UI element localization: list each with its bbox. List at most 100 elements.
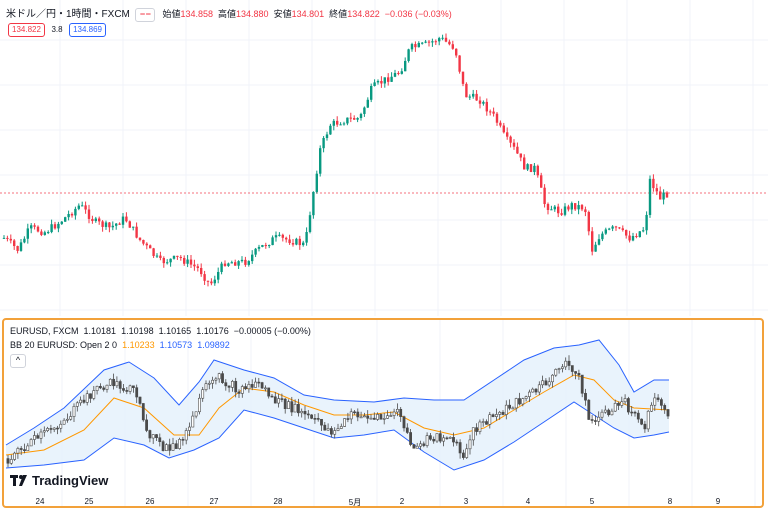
candle — [478, 96, 482, 109]
candle — [431, 38, 434, 47]
eurusd-candle — [653, 392, 657, 411]
eurusd-candle — [640, 418, 644, 426]
candle — [118, 222, 121, 225]
symbol-title[interactable]: 米ドル／円・1時間・FXCM — [6, 9, 130, 20]
eurusd-candle — [524, 395, 528, 402]
eurusd-candle — [89, 393, 92, 403]
eurusd-candle — [19, 446, 23, 455]
eurusd-candle — [316, 413, 320, 422]
candle — [635, 233, 638, 239]
chevron-up-icon[interactable]: ^ — [10, 354, 26, 368]
eurusd-candle — [448, 436, 452, 439]
candle — [427, 40, 431, 47]
candle — [400, 68, 403, 75]
eurusd-candle — [409, 428, 413, 447]
candle — [295, 237, 298, 246]
candle — [461, 71, 465, 87]
candle — [257, 244, 261, 252]
eurusd-candle — [471, 427, 475, 446]
eurusd-candle — [204, 380, 208, 392]
eurusd-candle — [135, 384, 139, 403]
buy-price-button[interactable]: 134.869 — [69, 23, 106, 37]
candle — [268, 244, 271, 249]
eurusd-candle — [62, 418, 66, 425]
eurusd-candle — [402, 415, 406, 432]
candle — [322, 136, 325, 153]
eurusd-candle — [191, 411, 195, 428]
eurusd-candle — [306, 410, 310, 419]
candle — [373, 79, 376, 87]
tradingview-logo[interactable]: TradingView — [10, 473, 108, 488]
candle — [108, 222, 111, 233]
candle — [370, 83, 373, 103]
candle — [125, 212, 128, 223]
eurusd-candle — [79, 396, 83, 406]
eurusd-candle — [217, 372, 221, 383]
eurusd-candle — [165, 443, 168, 451]
open-label: 始値 — [162, 9, 181, 19]
eurusd-candle — [303, 405, 307, 420]
eurusd-chart-canvas[interactable] — [4, 320, 762, 506]
eurusd-candle — [501, 410, 505, 416]
eurusd-candle — [72, 403, 76, 423]
candle — [349, 112, 352, 123]
eurusd-candle — [122, 383, 125, 393]
eurusd-candle — [521, 397, 525, 407]
eurusd-candle — [366, 410, 370, 424]
candle — [217, 267, 220, 284]
candle — [50, 219, 53, 234]
candle — [159, 251, 162, 261]
eurusd-candle — [254, 377, 257, 388]
eurusd-candle — [227, 385, 231, 393]
eurusd-candle — [613, 399, 617, 412]
candle — [662, 189, 665, 205]
candle — [16, 245, 19, 254]
eurusd-candle — [359, 411, 363, 419]
eurusd-candle — [379, 413, 383, 420]
eurusd-candle — [419, 440, 422, 451]
eurusd-symbol[interactable]: EURUSD, FXCM — [10, 326, 79, 336]
eurusd-candle — [339, 423, 343, 429]
bb-indicator-label[interactable]: BB 20 EURUSD: Open 2 0 — [10, 340, 118, 350]
more-options-button[interactable]: − − — [134, 8, 155, 22]
eurusd-candle — [267, 387, 271, 399]
candle — [237, 260, 240, 269]
candle — [625, 229, 628, 239]
sell-price-button[interactable]: 134.822 — [8, 23, 45, 37]
candle — [251, 250, 254, 264]
low-value: 134.801 — [291, 9, 325, 19]
candle — [441, 34, 444, 41]
eurusd-candle — [188, 422, 191, 437]
eurusd-candle — [425, 432, 429, 448]
eurusd-candle — [155, 433, 158, 441]
candle — [213, 275, 216, 286]
candle — [101, 220, 104, 232]
eurusd-pane[interactable]: EURUSD, FXCM 1.10181 1.10198 1.10165 1.1… — [2, 318, 764, 508]
eurusd-candle — [247, 380, 251, 393]
eurusd-candle — [326, 423, 330, 431]
eurusd-candle — [138, 396, 142, 406]
eurusd-candle — [181, 436, 185, 446]
main-chart-pane[interactable]: 米ドル／円・1時間・FXCM − − 始値134.858 高値134.880 安… — [0, 0, 768, 316]
eurusd-candle — [382, 412, 386, 425]
candle — [132, 226, 135, 231]
eurusd-candle — [125, 386, 129, 395]
eurusd-candle — [16, 446, 20, 459]
candle — [414, 41, 417, 52]
eurusd-candle — [343, 418, 347, 427]
eurusd-candle — [590, 414, 594, 424]
candle — [655, 183, 658, 196]
eurusd-candle — [646, 410, 650, 432]
main-chart-canvas[interactable] — [0, 0, 768, 316]
eurusd-candle — [23, 443, 26, 454]
eurusd-candle — [597, 411, 601, 427]
candle — [529, 164, 533, 173]
eurusd-candle — [514, 397, 518, 412]
eurusd-candle — [69, 411, 73, 421]
close-value: 134.822 — [347, 9, 380, 19]
time-axis[interactable]: 24 25 26 27 28 5月 2 3 4 5 8 9 — [0, 494, 768, 508]
candle — [74, 206, 77, 220]
eurusd-candle — [643, 420, 647, 433]
candle — [495, 111, 499, 126]
candle — [397, 71, 400, 76]
